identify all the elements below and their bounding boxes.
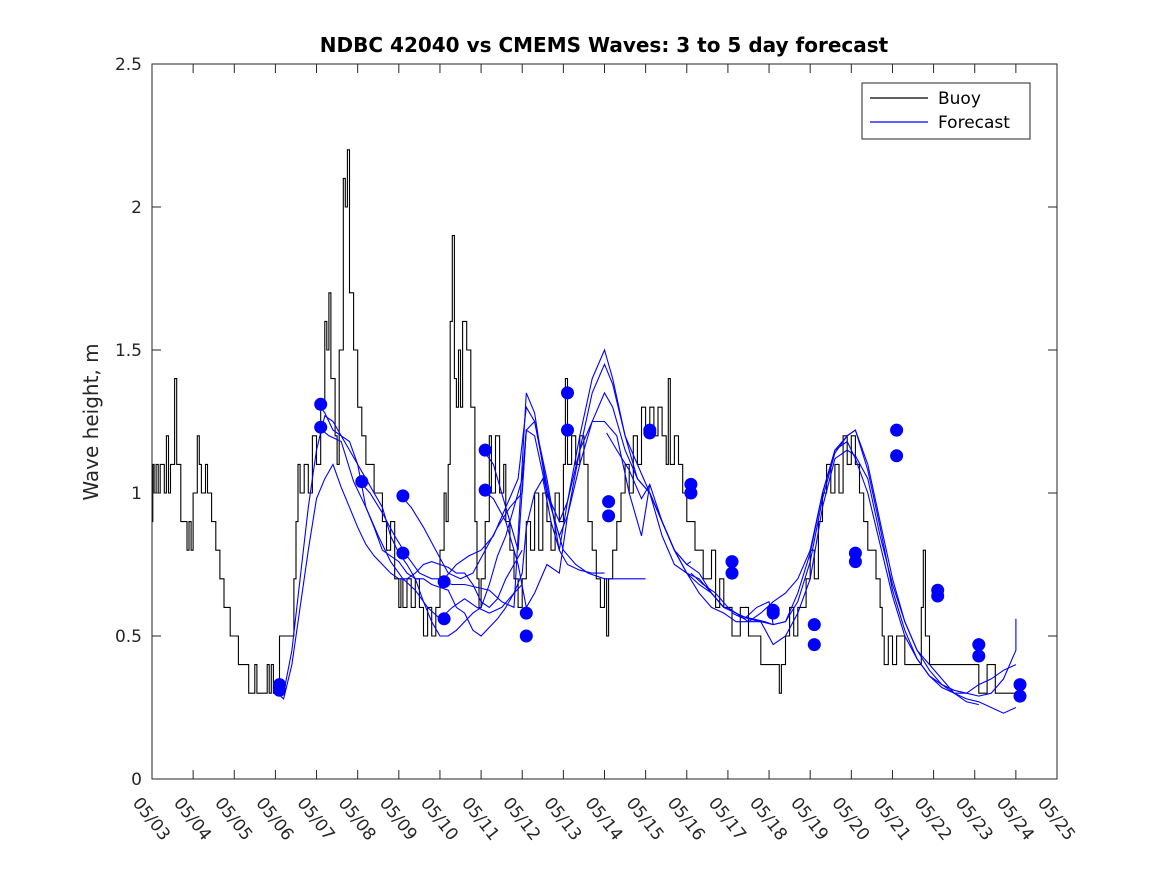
forecast-marker-22 <box>725 555 739 569</box>
forecast-marker-11 <box>478 483 492 497</box>
forecast-marker-27 <box>807 638 821 652</box>
forecast-series-line-4 <box>318 426 605 620</box>
y-tick-label: 2 <box>131 198 142 218</box>
legend-label-forecast: Forecast <box>938 113 1010 133</box>
y-tick-label: 1.5 <box>115 341 142 361</box>
forecast-marker-9 <box>437 612 451 626</box>
forecast-marker-4 <box>314 420 328 434</box>
forecast-marker-13 <box>519 629 533 643</box>
forecast-marker-26 <box>807 618 821 632</box>
y-tick-label: 0 <box>131 770 142 790</box>
forecast-marker-14 <box>561 386 574 400</box>
forecast-marker-21 <box>684 486 698 500</box>
forecast-marker-33 <box>931 589 945 603</box>
legend: Buoy Forecast <box>861 82 1031 140</box>
forecast-marker-31 <box>890 449 904 463</box>
forecast-marker-23 <box>725 566 739 580</box>
forecast-marker-37 <box>1013 689 1027 703</box>
series-group <box>152 149 1027 714</box>
chart-title: NDBC 42040 vs CMEMS Waves: 3 to 5 day fo… <box>320 33 889 57</box>
forecast-marker-25 <box>766 606 780 620</box>
forecast-marker-6 <box>396 489 410 503</box>
y-tick-label: 2.5 <box>115 55 142 75</box>
y-axis-label: Wave height, m <box>79 343 103 500</box>
forecast-marker-2 <box>273 683 286 697</box>
y-tick-label: 0.5 <box>115 627 142 647</box>
forecast-series-line-13 <box>731 440 1017 697</box>
forecast-marker-5 <box>355 475 369 489</box>
y-tick-label: 1 <box>131 484 142 504</box>
forecast-marker-35 <box>972 649 986 663</box>
forecast-marker-12 <box>519 606 533 620</box>
legend-label-buoy: Buoy <box>938 89 981 109</box>
forecast-marker-17 <box>602 509 616 523</box>
forecast-marker-15 <box>561 423 574 437</box>
forecast-marker-36 <box>1013 678 1027 692</box>
forecast-series-line-8 <box>482 348 733 611</box>
forecast-marker-16 <box>602 495 616 509</box>
forecast-marker-30 <box>890 423 904 437</box>
forecast-marker-8 <box>437 575 451 589</box>
forecast-series-line-2 <box>277 463 523 700</box>
forecast-marker-3 <box>314 397 328 411</box>
forecast-marker-19 <box>643 423 657 437</box>
forecast-marker-29 <box>848 555 862 569</box>
forecast-marker-10 <box>478 443 492 457</box>
forecast-marker-34 <box>972 638 986 652</box>
forecast-series-line-1 <box>277 414 523 695</box>
forecast-marker-7 <box>396 546 410 560</box>
legend-box <box>861 82 1031 140</box>
